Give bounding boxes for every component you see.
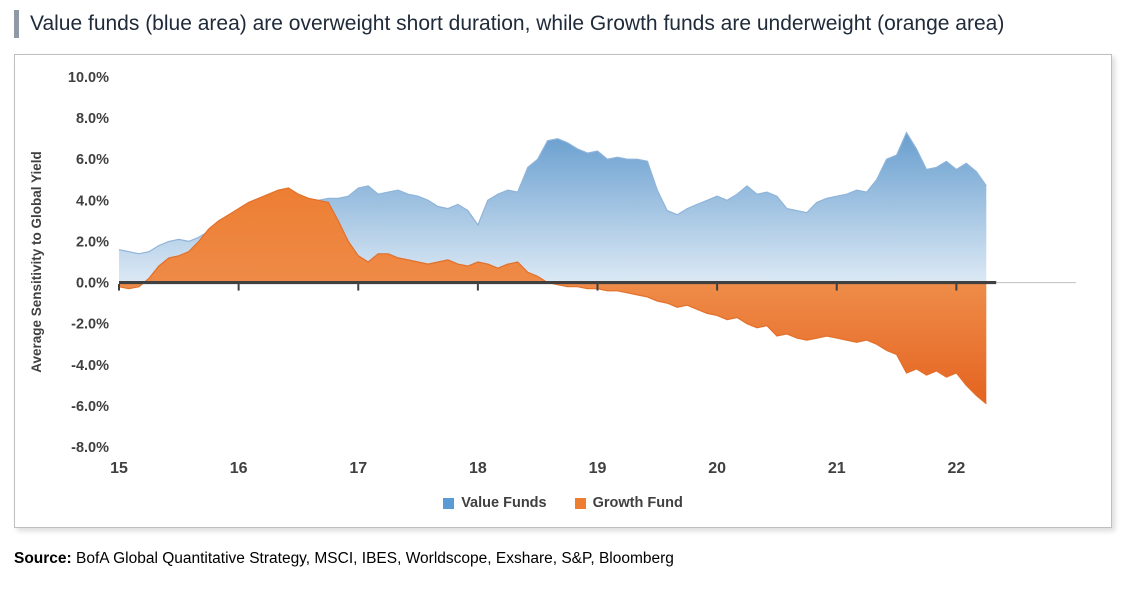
svg-text:-2.0%: -2.0% (71, 317, 109, 333)
chart-legend: Value Funds Growth Fund (21, 493, 1105, 523)
svg-text:-8.0%: -8.0% (71, 440, 109, 456)
source-text: BofA Global Quantitative Strategy, MSCI,… (71, 550, 674, 568)
svg-text:19: 19 (589, 460, 607, 477)
svg-text:16: 16 (230, 460, 248, 477)
svg-text:10.0%: 10.0% (68, 70, 109, 86)
title-accent-bar (14, 10, 19, 39)
source-label: Source: (14, 550, 72, 568)
source-line: Source: BofA Global Quantitative Strateg… (14, 550, 1119, 568)
svg-text:15: 15 (110, 460, 128, 477)
chart-headline: Value funds (blue area) are overweight s… (14, 10, 1119, 39)
page-title: Value funds (blue area) are overweight s… (30, 12, 1005, 35)
value-funds-swatch (443, 497, 455, 509)
svg-text:4.0%: 4.0% (76, 194, 109, 210)
svg-text:6.0%: 6.0% (76, 152, 109, 168)
legend-item-growth-fund: Growth Fund (574, 495, 683, 512)
svg-text:Average Sensitivity to Global: Average Sensitivity to Global Yield (29, 151, 44, 373)
svg-text:2.0%: 2.0% (76, 235, 109, 251)
svg-text:0.0%: 0.0% (76, 276, 109, 292)
svg-text:18: 18 (469, 460, 487, 477)
area-chart: 10.0% 8.0% 6.0% 4.0% 2.0% 0.0% -2.0% -4.0% -6.0%… (21, 63, 1106, 493)
svg-text:21: 21 (828, 460, 846, 477)
svg-text:17: 17 (349, 460, 367, 477)
legend-label-growth-fund: Growth Fund (592, 495, 683, 512)
chart-panel: 10.0% 8.0% 6.0% 4.0% 2.0% 0.0% -2.0% -4.0% -6.0%… (14, 54, 1112, 529)
svg-text:22: 22 (947, 460, 965, 477)
svg-text:8.0%: 8.0% (76, 111, 109, 127)
legend-item-value-funds: Value Funds (443, 495, 547, 512)
svg-text:20: 20 (708, 460, 726, 477)
growth-fund-swatch (574, 497, 586, 509)
svg-text:-4.0%: -4.0% (71, 358, 109, 374)
svg-text:-6.0%: -6.0% (71, 399, 109, 415)
legend-label-value-funds: Value Funds (461, 495, 547, 512)
